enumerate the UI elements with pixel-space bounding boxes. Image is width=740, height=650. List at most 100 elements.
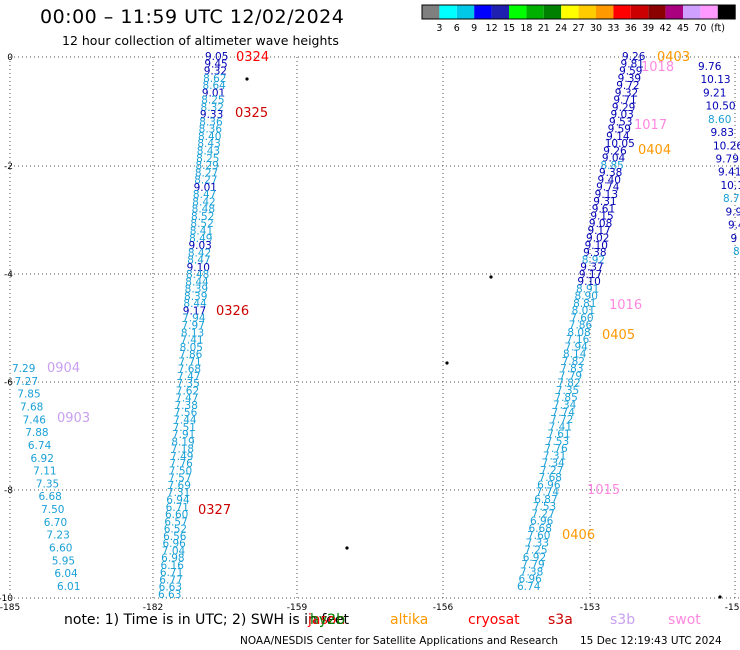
track1-swh-label: 8.05 bbox=[180, 342, 203, 354]
track3-swh-label: 6.96 bbox=[537, 479, 561, 491]
track1-swh-label: 8.40 bbox=[198, 131, 221, 143]
track1-swh-label: 9.10 bbox=[187, 262, 210, 274]
track3-swh-label: 7.76 bbox=[544, 443, 568, 455]
track1-swh-label: 6.60 bbox=[165, 509, 188, 521]
track1-swh-label: 6.77 bbox=[159, 574, 182, 586]
x-tick-label: -150 bbox=[725, 603, 740, 610]
colorbar-label: 70 bbox=[694, 23, 706, 34]
track4-swh-label: 9.9 bbox=[726, 206, 740, 218]
colorbar-swatch bbox=[596, 5, 614, 19]
track3-swh-label: 7.85 bbox=[554, 392, 577, 404]
track2-swh-label: 5.95 bbox=[52, 555, 75, 567]
track3-swh-label: 9.71 bbox=[613, 95, 636, 107]
track1-swh-label: 7.47 bbox=[177, 371, 200, 383]
track2-swh-label: 6.70 bbox=[44, 517, 67, 529]
track3-swh-label: 9.26 bbox=[622, 51, 646, 63]
track1-swh-label: 8.64 bbox=[202, 80, 226, 92]
track3-swh-label: 10.05 bbox=[605, 138, 635, 150]
track3-swh-label: 8.92 bbox=[582, 254, 605, 266]
colorbar: 3 6 9 12 15 18 21 24 27 30 33 36 39 42 45 70 (ft) bbox=[421, 4, 736, 34]
colorbar-swatch bbox=[526, 5, 544, 19]
timestamp: 15 Dec 12:19:43 UTC 2024 bbox=[580, 635, 722, 647]
track3-swh-label: 9.74 bbox=[596, 182, 620, 194]
colorbar-swatch bbox=[665, 5, 683, 19]
track1-swh-label: 9.33 bbox=[200, 109, 223, 121]
island-mark bbox=[489, 275, 493, 279]
track3-swh-label: 9.38 bbox=[599, 167, 622, 179]
track1-swh-label: 8.43 bbox=[197, 146, 220, 158]
mission-altika: altika bbox=[390, 612, 429, 628]
colorbar-swatch bbox=[439, 5, 457, 19]
track1-swh-label: 8.39 bbox=[184, 291, 207, 303]
colorbar-swatch bbox=[543, 5, 562, 19]
track1-swh-label: 8.48 bbox=[192, 204, 215, 216]
track1-swh-label: 8.25 bbox=[201, 95, 224, 107]
track3-swh-label: 7.16 bbox=[566, 334, 590, 346]
track4-swh-label: 10.50 bbox=[706, 101, 736, 113]
mission-s3b: s3b bbox=[610, 612, 636, 628]
colorbar-label: 15 bbox=[503, 23, 515, 34]
track1-swh-label: 6.52 bbox=[164, 524, 187, 536]
colorbar-label: 36 bbox=[625, 23, 637, 34]
track1-swh-label: 8.32 bbox=[201, 102, 224, 114]
track4-swh-label: 9.21 bbox=[703, 87, 726, 99]
mission-swot: swot bbox=[668, 612, 701, 628]
track1-swh-label: 9.45 bbox=[204, 58, 227, 70]
track3-swh-label: 8.01 bbox=[572, 305, 595, 317]
pass-label: 1017 bbox=[634, 118, 667, 133]
pass-label: 1015 bbox=[587, 483, 620, 498]
colorbar-swatch bbox=[578, 5, 596, 19]
track1-swh-label: 7.44 bbox=[173, 415, 197, 427]
satellite-tracks: 9.059.459.328.628.649.018.258.329.338.36… bbox=[12, 51, 740, 601]
footnote: note: 1) Time is in UTC; 2) SWH is in fe… bbox=[64, 612, 350, 628]
track3-swh-label: 6.87 bbox=[534, 494, 557, 506]
track3-swh-label: 7.38 bbox=[520, 566, 543, 578]
track2-swh-label: 7.85 bbox=[17, 389, 40, 401]
track3-swh-label: 9.26 bbox=[603, 145, 627, 157]
track3-swh-label: 7.33 bbox=[526, 537, 549, 549]
track2-swh-label: 6.60 bbox=[49, 543, 72, 555]
track3-swh-label: 7.34 bbox=[541, 458, 565, 470]
track3-swh-label: 6.96 bbox=[518, 574, 542, 586]
track1-swh-label: 8.44 bbox=[183, 298, 207, 310]
track3-swh-label: 7.27 bbox=[540, 465, 563, 477]
islands bbox=[245, 77, 722, 599]
track1-swh-label: 9.03 bbox=[188, 240, 211, 252]
track3-swh-label: 9.32 bbox=[615, 87, 638, 99]
track4-swh-label: 9.76 bbox=[698, 61, 722, 73]
track4-swh-label: 9.41 bbox=[718, 167, 740, 179]
track3-swh-label: 7.86 bbox=[569, 320, 593, 332]
track1-swh-label: 8.42 bbox=[188, 247, 211, 259]
track3-swh-label: 9.53 bbox=[609, 116, 632, 128]
track1-swh-label: 7.62 bbox=[176, 385, 199, 397]
track3-swh-label: 7.82 bbox=[562, 356, 585, 368]
y-tick-label: -2 bbox=[4, 162, 13, 172]
track4-swh-label: 10.13 bbox=[701, 74, 731, 86]
track3-swh-label: 9.13 bbox=[595, 189, 618, 201]
track1-swh-label: 6.71 bbox=[160, 567, 183, 579]
pass-label: 0327 bbox=[198, 503, 231, 518]
track4-swh-label: 8.7 bbox=[723, 193, 740, 205]
track2-swh-label: 6.92 bbox=[31, 453, 54, 465]
colorbar-swatch bbox=[630, 5, 649, 19]
grid-lines bbox=[9, 56, 740, 599]
track1-swh-label: 9.01 bbox=[202, 87, 225, 99]
colorbar-label: 12 bbox=[486, 23, 498, 34]
track3-swh-label: 9.31 bbox=[593, 196, 616, 208]
track3-swh-label: 6.74 bbox=[517, 581, 541, 593]
track3-swh-label: 9.10 bbox=[585, 240, 608, 252]
colorbar-label: 6 bbox=[454, 23, 460, 34]
x-tick-label: -182 bbox=[143, 603, 163, 610]
track1-swh-label: 7.68 bbox=[178, 364, 201, 376]
track3-swh-label: 7.61 bbox=[547, 429, 570, 441]
track1-swh-label: 7.69 bbox=[168, 480, 191, 492]
map-subtitle: 12 hour collection of altimeter wave hei… bbox=[62, 33, 339, 48]
track2-swh-label: 7.50 bbox=[41, 504, 64, 516]
colorbar-label: 42 bbox=[660, 23, 672, 34]
colorbar-label: 27 bbox=[573, 23, 585, 34]
track2-swh-label: 7.88 bbox=[25, 427, 48, 439]
track2-swh-label: 7.29 bbox=[12, 363, 35, 375]
y-tick-label: -6 bbox=[4, 378, 13, 388]
track1-swh-label: 8.13 bbox=[181, 327, 204, 339]
